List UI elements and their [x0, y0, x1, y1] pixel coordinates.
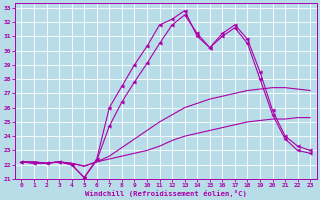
X-axis label: Windchill (Refroidissement éolien,°C): Windchill (Refroidissement éolien,°C): [85, 190, 247, 197]
